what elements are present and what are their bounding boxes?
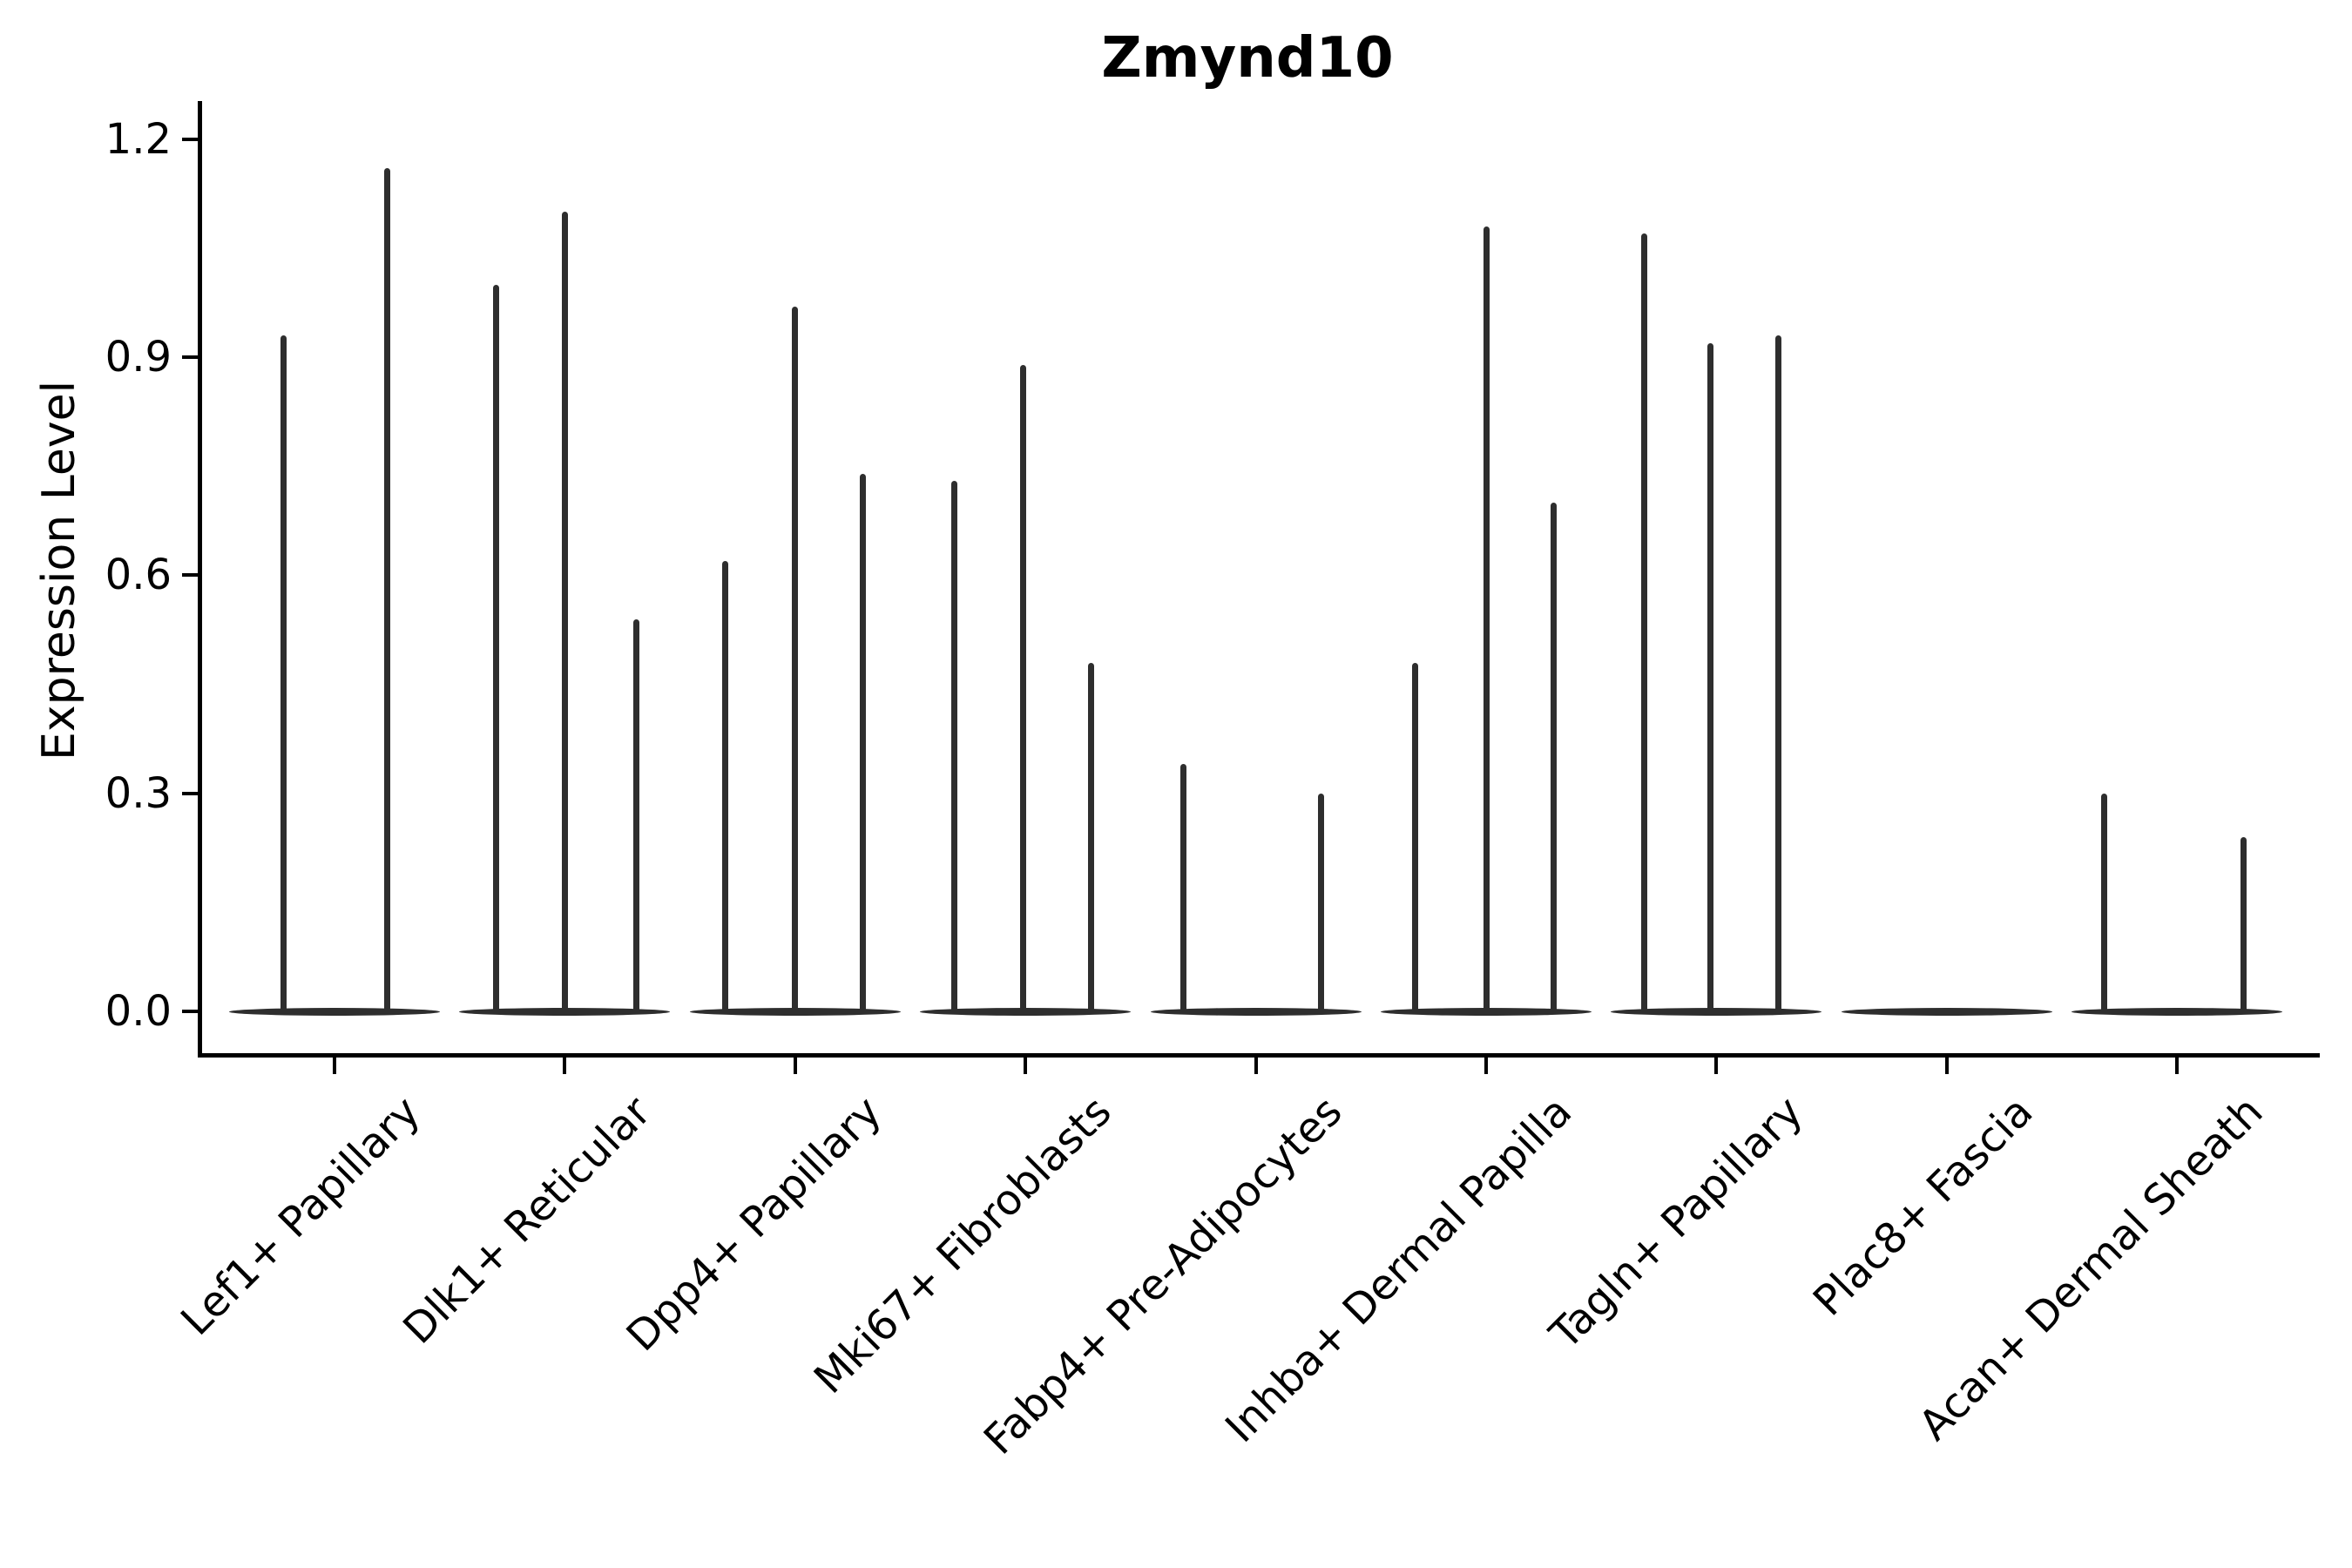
violin-spike — [2101, 793, 2108, 1014]
y-tick-label: 0.6 — [105, 551, 172, 600]
violin-spike — [1775, 335, 1782, 1014]
violin-base — [1611, 1007, 1822, 1016]
y-tick-label: 0.3 — [105, 768, 172, 818]
violin-spike — [492, 284, 499, 1014]
y-tick-label: 0.0 — [105, 987, 172, 1036]
x-tick-label: Plac8+ Fascia — [1803, 1087, 2043, 1326]
x-tick-label: Tagln+ Papillary — [1540, 1087, 1813, 1359]
violin-spike — [384, 168, 391, 1014]
violin-spike — [721, 560, 728, 1014]
violin-spike — [1707, 342, 1714, 1014]
y-tick-mark — [182, 1010, 198, 1013]
violin-spike — [632, 618, 639, 1014]
violin-base — [1841, 1007, 2052, 1016]
x-tick-mark — [1944, 1057, 1949, 1074]
violin-spike — [1088, 662, 1095, 1014]
violin-spike — [280, 335, 287, 1014]
x-tick-mark — [1254, 1057, 1258, 1074]
x-tick-label: Dpp4+ Papillary — [617, 1087, 891, 1362]
x-tick-mark — [563, 1057, 567, 1074]
x-tick-label: Dlk1+ Reticular — [394, 1087, 661, 1354]
x-tick-label: Lef1+ Papillary — [172, 1087, 430, 1345]
x-axis-spine — [198, 1053, 2320, 1058]
y-axis-spine — [198, 101, 202, 1057]
violin-spike — [1551, 503, 1558, 1014]
x-tick-mark — [2175, 1057, 2180, 1074]
violin-spike — [860, 473, 867, 1014]
violin-spike — [950, 481, 957, 1014]
violin-spike — [1640, 233, 1647, 1014]
violin-base — [229, 1007, 440, 1016]
violin-spike — [1483, 226, 1490, 1014]
violin-base — [1150, 1007, 1362, 1016]
violin-spike — [1318, 793, 1325, 1014]
y-tick-mark — [182, 791, 198, 795]
violin-spike — [2240, 836, 2247, 1014]
x-tick-mark — [793, 1057, 797, 1074]
y-tick-mark — [182, 573, 198, 578]
violin-spike — [1411, 662, 1418, 1014]
violin-spike — [1020, 364, 1027, 1014]
x-tick-mark — [333, 1057, 336, 1074]
x-tick-mark — [1024, 1057, 1028, 1074]
chart-title: Zmynd10 — [1101, 26, 1394, 91]
x-tick-mark — [1484, 1057, 1488, 1074]
y-tick-mark — [182, 137, 198, 141]
violin-spike — [792, 306, 799, 1014]
violin-spike — [1179, 764, 1186, 1014]
violin-base — [2072, 1007, 2283, 1016]
y-tick-label: 0.9 — [105, 333, 172, 382]
violin-spike — [561, 212, 568, 1014]
x-tick-mark — [1714, 1057, 1719, 1074]
y-tick-label: 1.2 — [105, 114, 172, 164]
y-tick-mark — [182, 355, 198, 360]
